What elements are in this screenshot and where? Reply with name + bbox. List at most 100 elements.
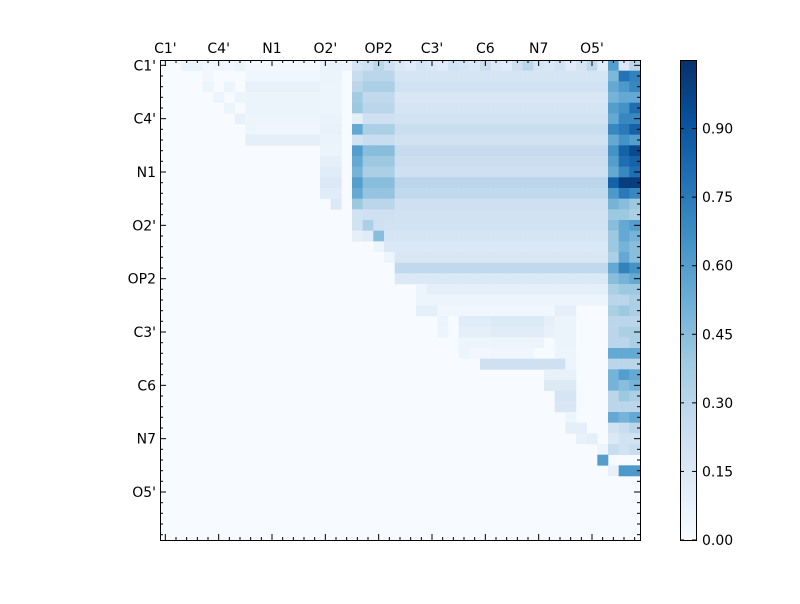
heatmap-cell xyxy=(384,177,395,189)
heatmap-cell xyxy=(437,220,449,231)
heatmap-cell xyxy=(277,60,289,71)
heatmap-cell xyxy=(394,220,406,231)
heatmap-cell xyxy=(501,262,513,274)
heatmap-cell xyxy=(533,230,545,242)
heatmap-cell xyxy=(330,102,342,114)
colorbar-frame xyxy=(680,60,697,541)
heatmap-cell xyxy=(618,81,630,93)
heatmap-cell xyxy=(405,241,417,253)
heatmap-cell xyxy=(490,188,502,199)
heatmap-cell xyxy=(533,316,545,327)
heatmap-cell xyxy=(480,230,491,242)
heatmap-cell xyxy=(544,369,555,381)
heatmap-cell xyxy=(522,294,534,306)
heatmap-cell xyxy=(394,124,406,135)
heatmap-cell xyxy=(213,92,225,103)
heatmap-cell xyxy=(469,188,481,199)
heatmap-cell xyxy=(469,177,481,189)
heatmap-cell xyxy=(629,124,641,135)
x-tick-label: C4' xyxy=(207,41,230,57)
heatmap-cell xyxy=(522,166,534,178)
heatmap-cell xyxy=(512,198,523,210)
heatmap-cell xyxy=(565,422,577,434)
heatmap-cell xyxy=(554,337,566,349)
heatmap-cell xyxy=(544,220,555,231)
heatmap-cell xyxy=(426,166,438,178)
heatmap-cell xyxy=(384,241,395,253)
heatmap-cell xyxy=(352,209,363,221)
heatmap-cell xyxy=(394,113,406,125)
heatmap-cell xyxy=(352,60,363,71)
heatmap-cell xyxy=(618,348,630,359)
heatmap-cell xyxy=(629,294,641,306)
heatmap-cell xyxy=(458,305,470,317)
heatmap-cell xyxy=(352,81,363,93)
heatmap-cell xyxy=(565,380,577,391)
heatmap-cell xyxy=(352,188,363,199)
heatmap-cell xyxy=(554,177,566,189)
heatmap-cell xyxy=(586,241,598,253)
heatmap-cell xyxy=(565,273,577,285)
heatmap-cell xyxy=(501,156,513,167)
heatmap-cell xyxy=(565,124,577,135)
heatmap-cell xyxy=(586,156,598,167)
heatmap-cell xyxy=(554,188,566,199)
heatmap-cell xyxy=(629,305,641,317)
heatmap-cell xyxy=(437,145,449,157)
heatmap-cell xyxy=(554,156,566,167)
heatmap-cell xyxy=(448,284,459,295)
heatmap-cell xyxy=(522,262,534,274)
heatmap-cell xyxy=(576,134,587,146)
heatmap-cell xyxy=(533,305,545,317)
heatmap-cell xyxy=(416,81,427,93)
heatmap-cell xyxy=(544,284,555,295)
heatmap-cell xyxy=(597,70,609,82)
heatmap-cell xyxy=(544,230,555,242)
heatmap-cell xyxy=(618,209,630,221)
heatmap-cell xyxy=(618,337,630,349)
heatmap-cell xyxy=(618,422,630,434)
heatmap-cell xyxy=(533,241,545,253)
heatmap-cell xyxy=(448,124,459,135)
heatmap-cell xyxy=(373,177,385,189)
heatmap-cell xyxy=(330,188,342,199)
heatmap-cell xyxy=(320,177,331,189)
heatmap-cell xyxy=(405,124,417,135)
heatmap-cell xyxy=(544,188,555,199)
heatmap-cell xyxy=(384,220,395,231)
heatmap-cell xyxy=(533,273,545,285)
heatmap-cell xyxy=(458,209,470,221)
heatmap-cell xyxy=(608,262,619,274)
heatmap-cell xyxy=(426,113,438,125)
heatmap-cell xyxy=(512,113,523,125)
heatmap-cell xyxy=(512,273,523,285)
heatmap-cell xyxy=(384,92,395,103)
heatmap-cell xyxy=(618,156,630,167)
heatmap-cell xyxy=(597,262,609,274)
x-tick-label: C1' xyxy=(154,41,177,57)
heatmap-cell xyxy=(586,262,598,274)
heatmap-cell xyxy=(320,188,331,199)
heatmap-cell xyxy=(618,273,630,285)
heatmap-cell xyxy=(266,70,278,82)
heatmap-cell xyxy=(554,166,566,178)
heatmap-cell xyxy=(373,102,385,114)
y-tick-label: O5' xyxy=(132,485,156,501)
heatmap-cell xyxy=(298,134,310,146)
y-tick-label: C1' xyxy=(133,58,156,74)
heatmap-cell xyxy=(405,209,417,221)
heatmap-cell xyxy=(320,166,331,178)
heatmap-cell xyxy=(458,134,470,146)
heatmap-cell xyxy=(480,316,491,327)
heatmap-cell xyxy=(565,70,577,82)
heatmap-cell xyxy=(629,390,641,402)
heatmap-cell xyxy=(373,70,385,82)
heatmap-cell xyxy=(576,102,587,114)
heatmap-cell xyxy=(618,188,630,199)
heatmap-cell xyxy=(469,316,481,327)
heatmap-cell xyxy=(544,134,555,146)
heatmap-cell xyxy=(480,273,491,285)
heatmap-cell xyxy=(309,60,321,71)
heatmap-cell xyxy=(490,230,502,242)
heatmap-cell xyxy=(469,230,481,242)
